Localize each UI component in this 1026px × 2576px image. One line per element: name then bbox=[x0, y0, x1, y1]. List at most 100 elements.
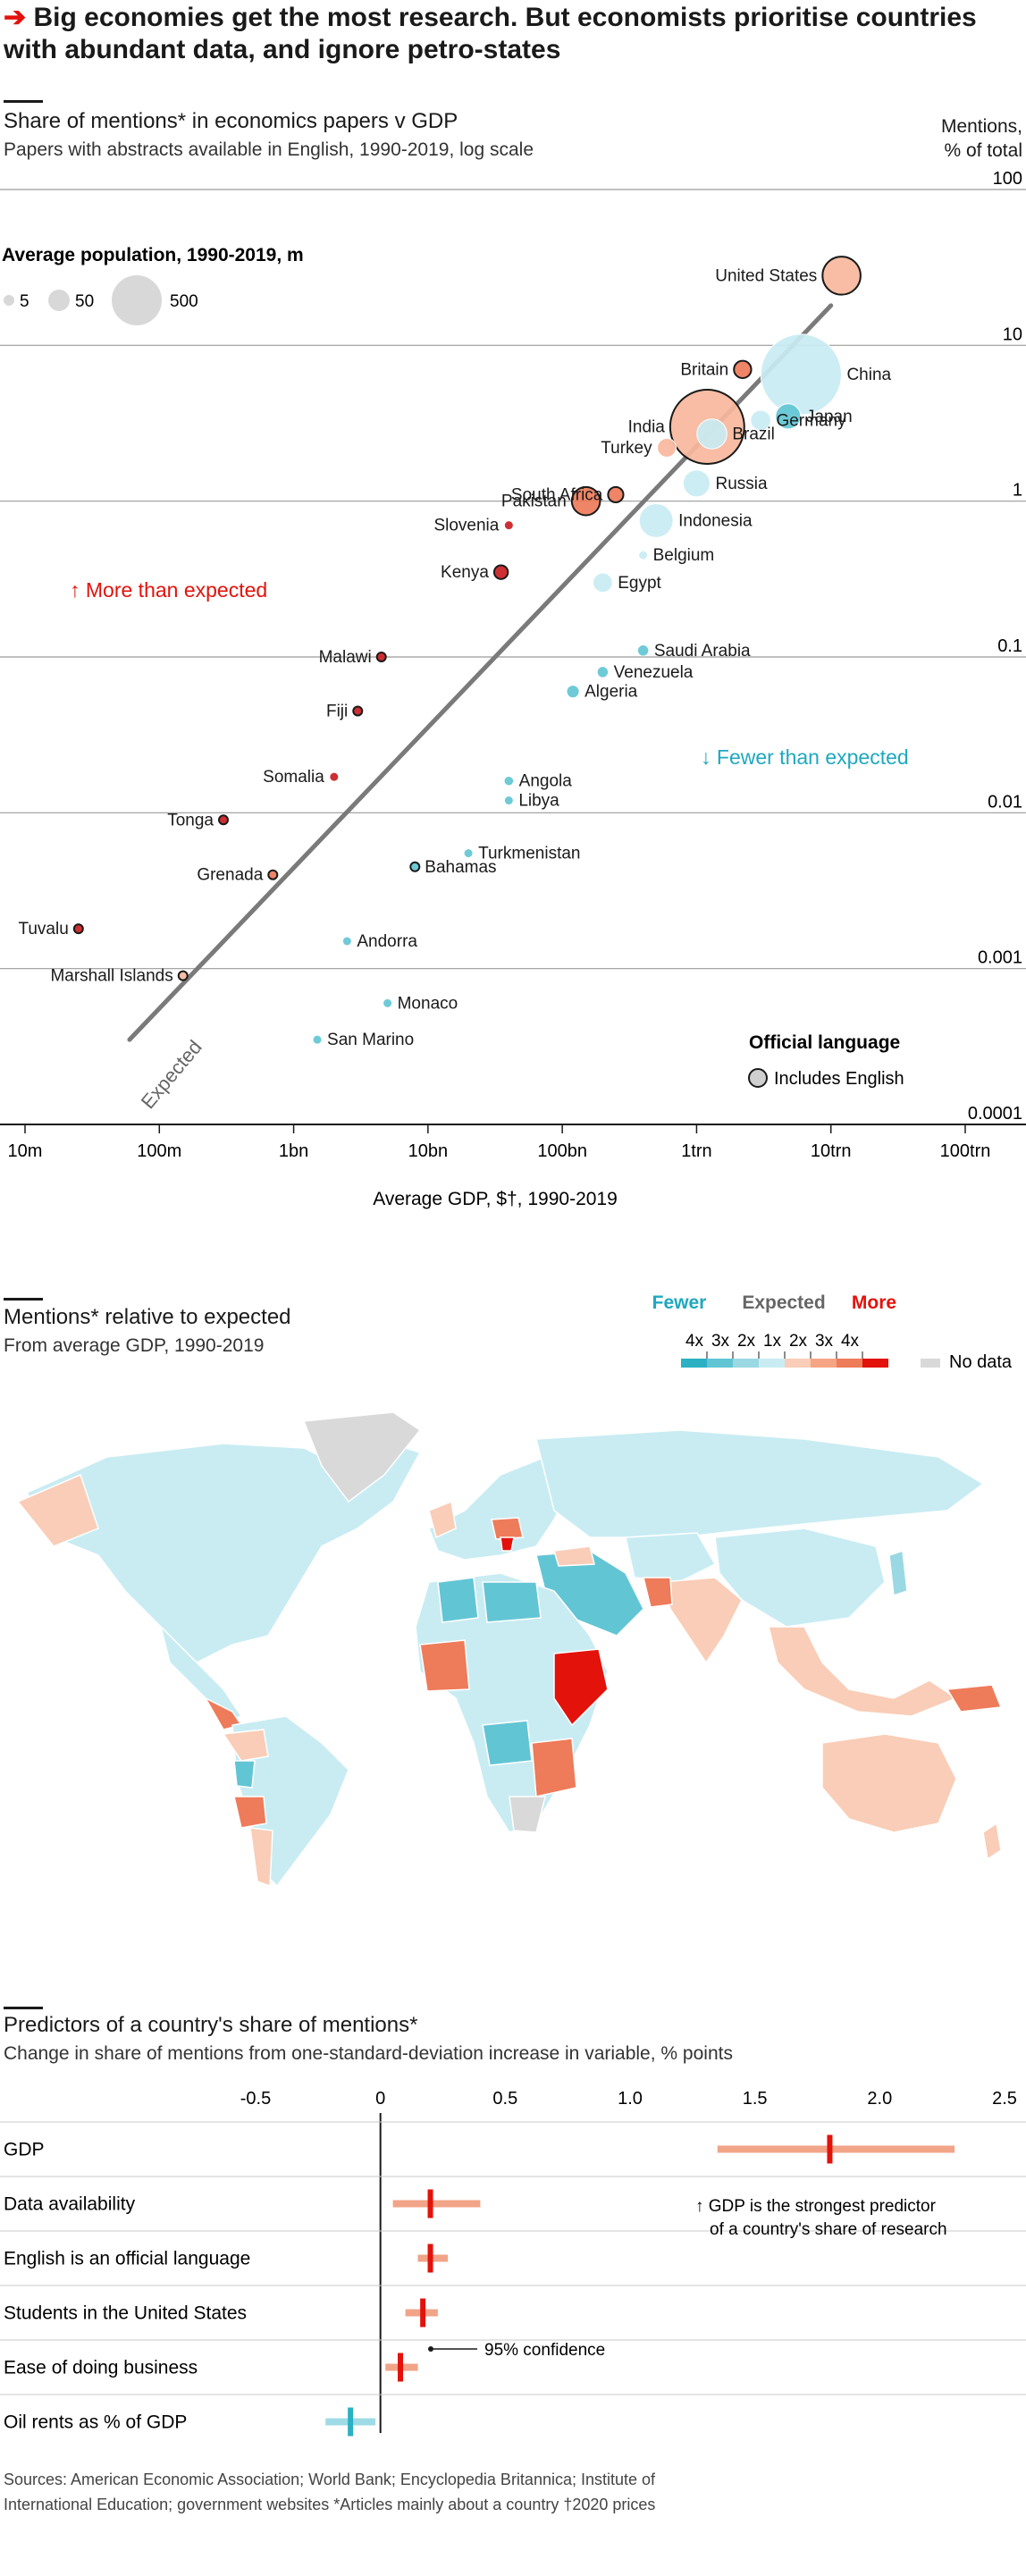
data-point-somalia bbox=[329, 771, 340, 782]
point-label: Saudi Arabia bbox=[654, 642, 751, 661]
data-point-venezuela bbox=[596, 666, 610, 678]
map-europe bbox=[428, 1456, 573, 1561]
scatter-points bbox=[72, 256, 862, 1045]
point-label: Kenya bbox=[441, 563, 489, 582]
point-label: Malawi bbox=[319, 648, 372, 667]
legend-tick-label: 1x bbox=[763, 1332, 782, 1351]
data-point-marshall-islands bbox=[177, 970, 189, 981]
predictor-label: Ease of doing business bbox=[4, 2358, 198, 2378]
headline: ➔ Big economies get the most research. B… bbox=[4, 2, 1005, 66]
point-label: Germany bbox=[776, 411, 846, 430]
map-central-asia bbox=[625, 1532, 717, 1583]
y-tick-label: 0.0001 bbox=[968, 1104, 1022, 1124]
estimate-marker bbox=[348, 2407, 354, 2437]
data-point-libya bbox=[503, 796, 514, 806]
point-label: Bahamas bbox=[425, 858, 496, 877]
map-australia bbox=[821, 1733, 957, 1833]
estimate-marker bbox=[420, 2298, 426, 2328]
data-point-turkey bbox=[657, 438, 677, 458]
predictors-rows: GDP Data availability English is an offici… bbox=[4, 2134, 955, 2437]
legend-tick-label: 4x bbox=[841, 1332, 860, 1351]
legend-swatches bbox=[681, 1359, 888, 1368]
legend-swatch bbox=[681, 1359, 707, 1368]
map-turkey bbox=[553, 1545, 595, 1567]
data-point-malawi bbox=[375, 652, 387, 662]
y-tick-label: 0.01 bbox=[988, 792, 1022, 812]
data-point-united-states bbox=[821, 256, 862, 296]
data-point-russia bbox=[682, 469, 711, 498]
point-label: Venezuela bbox=[614, 663, 694, 682]
x-tick-label: 10m bbox=[8, 1141, 43, 1161]
no-data-swatch bbox=[921, 1359, 940, 1368]
sources-line1: Sources: American Economic Association; … bbox=[4, 2471, 656, 2488]
point-label: Angola bbox=[519, 772, 573, 791]
data-point-san-marino bbox=[312, 1034, 323, 1045]
pop-legend-circle-large bbox=[112, 275, 162, 325]
predictor-label: English is an official language bbox=[4, 2249, 250, 2269]
legend-fewer: Fewer bbox=[652, 1292, 707, 1313]
scatter-chart: United States China Britain India JapanGerma… bbox=[0, 170, 1026, 1209]
data-point-algeria bbox=[566, 685, 580, 699]
point-label: Turkey bbox=[601, 439, 652, 458]
y-tick-label: 100 bbox=[993, 170, 1022, 189]
map-russia bbox=[535, 1429, 985, 1538]
legend-tick-label: 2x bbox=[737, 1332, 756, 1351]
data-point-andorra bbox=[341, 936, 352, 947]
y-tick-label: 1 bbox=[1013, 481, 1022, 501]
point-label: Grenada bbox=[197, 866, 263, 885]
map-west-africa bbox=[419, 1639, 470, 1692]
map-india bbox=[660, 1577, 743, 1664]
data-point-egypt bbox=[593, 572, 613, 593]
map-south-africa-region bbox=[509, 1796, 546, 1833]
estimate-marker bbox=[427, 2243, 433, 2273]
map-title: Mentions* relative to expected bbox=[4, 1305, 291, 1329]
point-label: Monaco bbox=[398, 994, 458, 1013]
map-central-europe bbox=[491, 1517, 524, 1540]
language-legend-swatch bbox=[748, 1068, 768, 1088]
data-point-japan bbox=[775, 403, 802, 430]
section-rule bbox=[4, 1298, 43, 1301]
pop-legend-label-mid: 50 bbox=[75, 292, 94, 311]
x-tick-label: 0.5 bbox=[492, 2089, 517, 2109]
predictors-title: Predictors of a country's share of menti… bbox=[4, 2013, 418, 2037]
data-point-kenya bbox=[492, 564, 509, 580]
data-point-tuvalu bbox=[72, 923, 84, 935]
point-label: Fiji bbox=[326, 702, 348, 720]
point-label: Indonesia bbox=[678, 511, 753, 530]
section-rule bbox=[4, 100, 43, 103]
map-bolivia bbox=[233, 1796, 267, 1829]
scatter-labels: United States China Britain India JapanGerma… bbox=[18, 266, 891, 1049]
point-label: Tonga bbox=[167, 811, 214, 829]
confidence-interval bbox=[392, 2200, 481, 2208]
legend-tick-label: 3x bbox=[815, 1332, 834, 1351]
gdp-annotation-line1: ↑ GDP is the strongest predictor bbox=[695, 2197, 937, 2216]
x-tick-label: -0.5 bbox=[240, 2089, 271, 2109]
expected-line-label: Expected bbox=[137, 1036, 206, 1113]
map-new-zealand bbox=[982, 1822, 1002, 1861]
x-tick-label: 1.0 bbox=[618, 2089, 643, 2109]
pop-legend-circle-mid bbox=[48, 290, 70, 311]
predictor-label: Students in the United States bbox=[4, 2303, 247, 2324]
data-point-pakistan bbox=[570, 485, 601, 517]
predictors-chart: -0.5 0 0.5 1.0 1.5 2.0 2.5 GDP Data availabilit… bbox=[0, 2089, 1026, 2437]
headline-text: Big economies get the most research. But… bbox=[4, 3, 977, 64]
data-point-indonesia bbox=[638, 502, 674, 538]
x-tick-label: 10trn bbox=[811, 1141, 852, 1161]
gdp-annotation-line2: of a country's share of research bbox=[710, 2220, 947, 2239]
x-axis-label: Average GDP, $†, 1990-2019 bbox=[373, 1189, 618, 1209]
estimate-marker bbox=[427, 2189, 433, 2218]
point-label: Pakistan bbox=[501, 492, 567, 511]
point-label: Slovenia bbox=[433, 517, 499, 535]
estimate-marker bbox=[827, 2134, 833, 2164]
pop-legend-circle-small bbox=[4, 295, 14, 306]
map-balkans bbox=[500, 1536, 515, 1552]
point-label: Russia bbox=[715, 475, 768, 493]
point-label: Somalia bbox=[263, 768, 324, 787]
x-tick-label: 1.5 bbox=[743, 2089, 768, 2109]
map-argentina-chile bbox=[249, 1827, 273, 1888]
map-pakistan bbox=[643, 1577, 673, 1608]
predictor-label: Oil rents as % of GDP bbox=[4, 2412, 187, 2433]
point-label: Andorra bbox=[357, 932, 417, 951]
data-point-saudi-arabia bbox=[636, 644, 650, 657]
data-point-fiji bbox=[352, 705, 364, 717]
